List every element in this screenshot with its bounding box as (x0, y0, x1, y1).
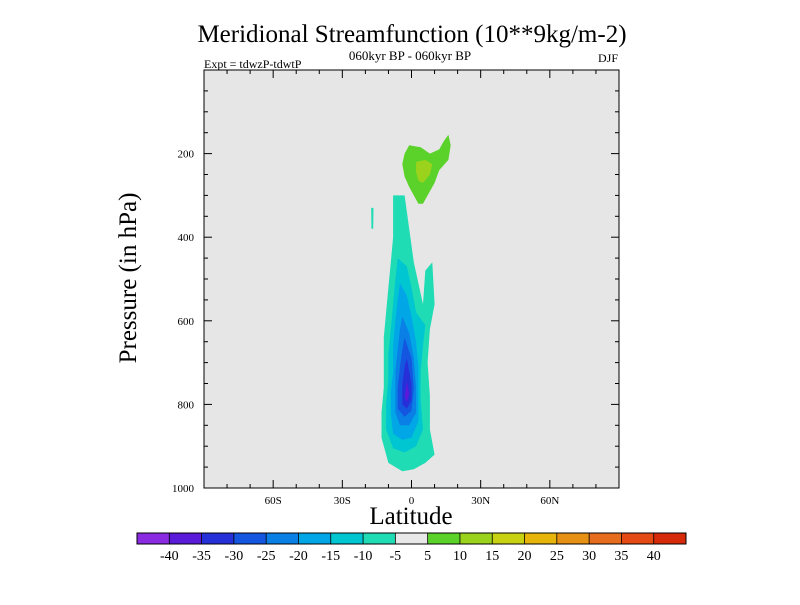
colorbar-label: -5 (390, 549, 402, 564)
colorbar-swatch (298, 533, 332, 544)
experiment-label: Expt = tdwzP-tdwtP (204, 57, 302, 71)
colorbar-swatch (169, 533, 202, 544)
upper-positive-cell-level-2 (416, 159, 433, 183)
x-tick-label: 30S (334, 495, 351, 507)
colorbar-swatch (524, 533, 558, 544)
y-tick-label: 800 (178, 399, 195, 411)
colorbar-swatch (363, 533, 396, 544)
y-tick-label: 400 (178, 232, 195, 244)
colorbar-swatch (330, 533, 364, 544)
contour-layer (371, 134, 451, 472)
colorbar-swatch (621, 533, 654, 544)
colorbar-swatch (266, 533, 299, 544)
colorbar-swatch (395, 533, 428, 544)
x-tick-label: 30N (471, 495, 490, 507)
colorbar-swatch (137, 533, 170, 544)
axis-ticks: 60S 30S 0 30N 60N 200 400 600 800 1000 (172, 70, 619, 507)
y-axis-label: Pressure (in hPa) (115, 193, 142, 364)
colorbar-label: 5 (424, 549, 431, 564)
colorbar-label: 10 (453, 549, 467, 564)
colorbar-swatch (427, 533, 461, 544)
chart-title: Meridional Streamfunction (10**9kg/m-2) (197, 21, 626, 48)
colorbar-label: -35 (192, 549, 211, 564)
colorbar-label: -10 (354, 549, 373, 564)
colorbar-label: -40 (160, 549, 179, 564)
colorbar-label: -15 (321, 549, 340, 564)
colorbar-swatch (492, 533, 525, 544)
colorbar-swatch (201, 533, 235, 544)
tropical-negative-cell-level-7 (404, 381, 410, 403)
y-tick-label: 200 (178, 149, 195, 161)
y-tick-label: 600 (178, 316, 195, 328)
x-tick-label: 60S (265, 495, 282, 507)
colorbar: -40 -35 -30 -25 -20 -15 -10 -5 5 10 15 20 25 30 35 40 (136, 532, 687, 564)
colorbar-frame (136, 532, 687, 545)
colorbar-label: -25 (257, 549, 276, 564)
colorbar-swatch (589, 533, 622, 544)
colorbar-swatch (556, 533, 590, 544)
x-tick-label: 0 (409, 495, 415, 507)
x-tick-label: 60N (540, 495, 559, 507)
colorbar-label: -30 (225, 549, 244, 564)
y-tick-label: 1000 (172, 483, 195, 495)
season-label: DJF (598, 51, 618, 65)
small-negative-sliver-level-1 (371, 207, 374, 229)
colorbar-label: 15 (485, 549, 499, 564)
colorbar-label: 35 (614, 549, 628, 564)
colorbar-swatch (459, 533, 493, 544)
colorbar-label: 40 (647, 549, 661, 564)
colorbar-swatch (233, 533, 267, 544)
colorbar-swatch (653, 533, 687, 544)
chart-subtitle: 060kyr BP - 060kyr BP (349, 48, 471, 63)
colorbar-label: 25 (550, 549, 564, 564)
colorbar-label: -20 (289, 549, 308, 564)
colorbar-label: 30 (582, 549, 596, 564)
x-axis-label: Latitude (369, 503, 452, 530)
colorbar-label: 20 (518, 549, 532, 564)
